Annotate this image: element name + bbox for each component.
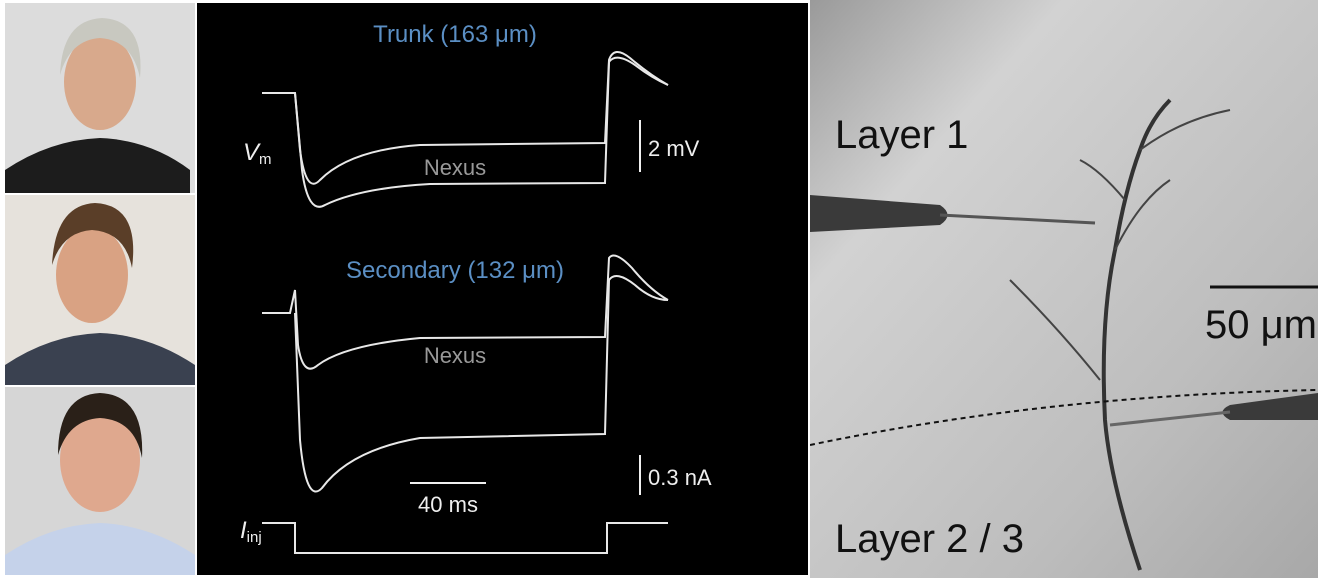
trunk-title: Trunk (163 μm) xyxy=(373,21,537,48)
face-2 xyxy=(56,227,128,323)
vm-label: Vm xyxy=(243,139,272,168)
face-3 xyxy=(60,408,140,512)
traces-panel xyxy=(197,3,808,575)
iinj-label: Iinj xyxy=(240,517,262,546)
vm-symbol: V xyxy=(243,139,261,166)
time-scale-label: 40 ms xyxy=(418,492,478,517)
layer-boundary xyxy=(810,389,1318,446)
hair-3 xyxy=(58,393,143,458)
trace xyxy=(294,275,669,493)
micrograph: 50 μm xyxy=(810,0,1318,578)
pipette xyxy=(1222,393,1318,420)
current-trace xyxy=(262,522,668,554)
layer-label: Layer 2 / 3 xyxy=(835,517,1024,561)
nexus-label: Nexus xyxy=(424,343,486,368)
layer-label: Layer 1 xyxy=(835,113,968,157)
trace xyxy=(262,254,669,370)
secondary-title: Secondary (132 μm) xyxy=(346,257,564,284)
branch xyxy=(1009,109,1231,381)
face-1 xyxy=(64,34,136,130)
hair-1 xyxy=(60,18,141,78)
shoulders-3 xyxy=(5,523,195,575)
iinj-subscript: inj xyxy=(247,529,262,546)
pipette-tip xyxy=(1109,410,1231,427)
portraits xyxy=(5,3,195,575)
scale-bar-label: 50 μm xyxy=(1205,303,1317,347)
micrograph-background xyxy=(810,0,1318,578)
voltage-scale-label: 2 mV xyxy=(648,136,700,161)
pipette-tip xyxy=(939,213,1096,225)
traces xyxy=(262,51,669,554)
shoulders-2 xyxy=(5,333,195,385)
pipette xyxy=(810,195,948,232)
vm-subscript: m xyxy=(259,151,272,168)
current-scale-label: 0.3 nA xyxy=(648,465,712,490)
trace xyxy=(294,56,669,208)
iinj-symbol: I xyxy=(240,517,247,544)
nexus-label: Nexus xyxy=(424,155,486,180)
trace xyxy=(262,51,669,185)
shoulders-1 xyxy=(5,138,190,193)
hair-2 xyxy=(52,203,134,268)
